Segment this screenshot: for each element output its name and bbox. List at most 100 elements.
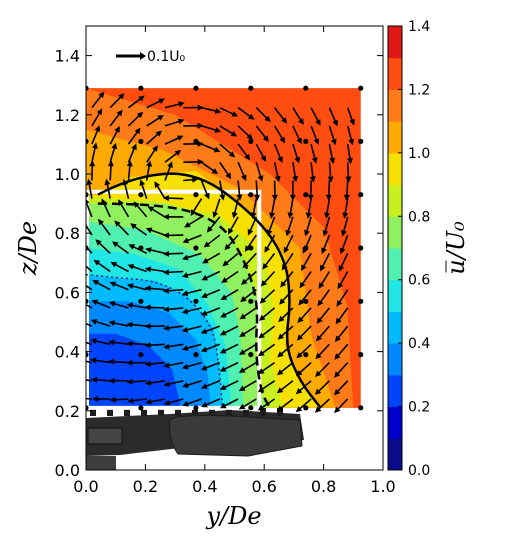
velocity-vector: [181, 343, 202, 351]
velocity-vector: [338, 252, 349, 272]
vehicle-rib: [175, 408, 181, 416]
vector-head: [305, 212, 312, 219]
vector-head: [254, 194, 261, 201]
vector-head: [219, 194, 226, 201]
vector-head: [219, 348, 227, 354]
velocity-vector: [144, 304, 166, 311]
vector-head: [163, 325, 170, 331]
vector-head: [231, 111, 239, 117]
velocity-vector: [276, 380, 294, 394]
vector-head: [108, 320, 115, 327]
velocity-vector: [86, 303, 93, 309]
vector-head: [92, 280, 99, 286]
vector-head: [239, 331, 246, 337]
vector-head: [130, 223, 137, 230]
colorbar-segment: [388, 57, 402, 90]
velocity-vector: [310, 143, 318, 164]
velocity-vector: [202, 252, 221, 264]
colorbar-segment: [388, 438, 402, 471]
vector-head: [258, 314, 266, 321]
measurement-point: [303, 85, 309, 91]
measurement-point: [248, 85, 254, 91]
velocity-vector: [298, 289, 312, 306]
velocity-vector: [147, 206, 166, 218]
vector-head: [304, 229, 310, 237]
velocity-vector: [346, 143, 353, 165]
vector-head: [315, 119, 321, 126]
vector-head: [162, 232, 169, 239]
vector-head: [86, 199, 90, 204]
vector-head: [264, 246, 271, 253]
velocity-vector: [110, 261, 129, 273]
velocity-vector: [162, 195, 184, 202]
vector-head: [192, 176, 199, 183]
vehicle-housing: [169, 415, 303, 457]
velocity-vector: [162, 213, 184, 220]
velocity-vector: [258, 343, 276, 357]
velocity-contour-fill: [86, 88, 361, 408]
vector-head: [155, 130, 162, 137]
velocity-vector: [91, 108, 103, 127]
velocity-vector: [260, 270, 276, 287]
vector-head: [318, 282, 325, 289]
velocity-vector: [334, 380, 349, 396]
colorbar-tick-label: 0.4: [408, 336, 430, 352]
vector-head: [339, 247, 346, 255]
vector-head: [144, 323, 151, 330]
vector-head: [294, 156, 301, 164]
colorbar-segment: [388, 26, 402, 59]
vector-head: [220, 294, 228, 301]
colorbar-segment: [388, 406, 402, 439]
velocity-vector: [181, 270, 202, 279]
vector-head: [144, 379, 152, 386]
vector-head: [203, 241, 211, 248]
vector-head: [228, 151, 236, 158]
velocity-vector: [126, 321, 147, 328]
velocity-vector: [109, 396, 129, 403]
vector-head: [202, 257, 209, 264]
vector-head: [327, 176, 334, 183]
measurement-point: [303, 138, 309, 144]
velocity-vector: [190, 198, 203, 216]
measurement-point: [86, 405, 89, 411]
vector-head: [296, 137, 302, 145]
vector-head: [335, 317, 342, 325]
measurement-point: [303, 298, 309, 304]
vector-head: [220, 312, 227, 318]
velocity-vector: [139, 179, 148, 199]
vector-head: [271, 194, 278, 201]
velocity-vector: [241, 270, 257, 285]
vector-head: [197, 122, 204, 129]
vehicle-wheel: [86, 456, 116, 470]
velocity-vector: [200, 325, 221, 334]
velocity-vector: [305, 198, 312, 219]
vector-head: [206, 226, 213, 233]
vector-shaft: [86, 284, 93, 291]
velocity-vector: [236, 180, 243, 201]
y-tick-label: 1.2: [55, 106, 80, 125]
vector-head: [177, 118, 185, 125]
velocity-vector: [346, 107, 355, 126]
velocity-vector: [281, 252, 294, 271]
vector-head: [334, 335, 341, 343]
velocity-vector: [296, 325, 312, 341]
vehicle-rib: [209, 408, 215, 416]
velocity-vector: [109, 281, 129, 291]
vector-head: [136, 111, 144, 119]
velocity-vector: [122, 178, 130, 199]
velocity-vector: [91, 91, 105, 109]
velocity-vector: [183, 176, 199, 183]
colorbar-tick-label: 0.6: [408, 273, 430, 289]
vector-head: [184, 221, 191, 228]
vector-head: [110, 261, 118, 268]
velocity-vector: [144, 266, 166, 273]
velocity-vector: [201, 398, 221, 408]
vector-head: [274, 175, 281, 183]
vector-head: [259, 297, 267, 304]
velocity-vector: [314, 380, 330, 395]
velocity-vector: [163, 380, 184, 387]
vehicle-rib: [107, 408, 113, 416]
y-tick-label: 0.0: [55, 461, 80, 480]
velocity-vector: [164, 149, 182, 163]
vector-head: [258, 350, 265, 357]
